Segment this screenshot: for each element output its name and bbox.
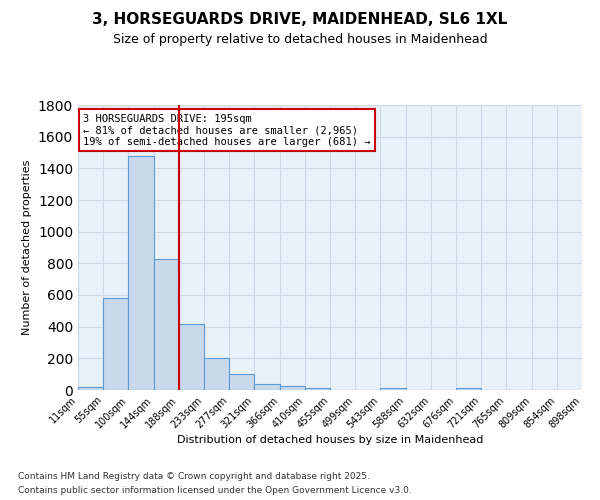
Bar — [179, 324, 204, 390]
Y-axis label: Number of detached properties: Number of detached properties — [22, 160, 32, 335]
Bar — [254, 384, 280, 390]
Text: Contains public sector information licensed under the Open Government Licence v3: Contains public sector information licen… — [18, 486, 412, 495]
Bar — [103, 298, 128, 390]
Bar — [128, 156, 154, 390]
Text: 3, HORSEGUARDS DRIVE, MAIDENHEAD, SL6 1XL: 3, HORSEGUARDS DRIVE, MAIDENHEAD, SL6 1X… — [92, 12, 508, 28]
Text: Contains HM Land Registry data © Crown copyright and database right 2025.: Contains HM Land Registry data © Crown c… — [18, 472, 370, 481]
Text: 3 HORSEGUARDS DRIVE: 195sqm
← 81% of detached houses are smaller (2,965)
19% of : 3 HORSEGUARDS DRIVE: 195sqm ← 81% of det… — [83, 114, 371, 147]
Bar — [456, 388, 481, 390]
Text: Size of property relative to detached houses in Maidenhead: Size of property relative to detached ho… — [113, 32, 487, 46]
Bar — [204, 358, 229, 390]
X-axis label: Distribution of detached houses by size in Maidenhead: Distribution of detached houses by size … — [177, 436, 483, 446]
Bar — [154, 258, 179, 390]
Bar — [305, 388, 330, 390]
Bar — [380, 388, 406, 390]
Bar — [280, 386, 305, 390]
Bar — [78, 387, 103, 390]
Bar — [229, 374, 254, 390]
